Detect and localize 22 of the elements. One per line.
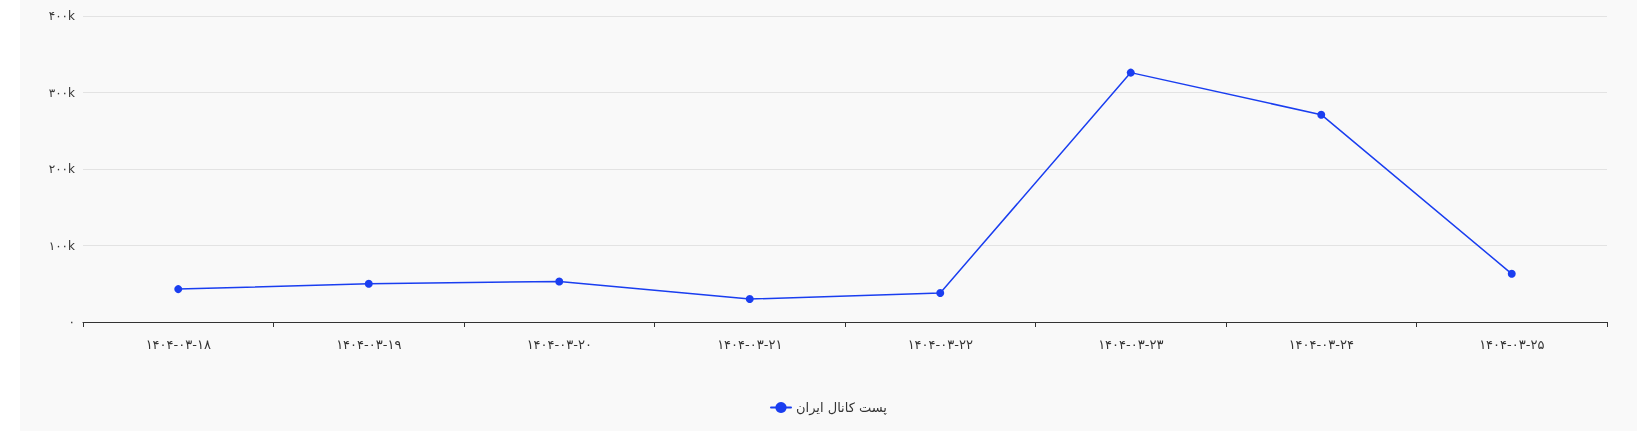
x-tick-label: ۱۴۰۴-۰۳-۲۲: [907, 337, 973, 352]
y-tick-label: ۲۰۰k: [48, 162, 76, 176]
point: [1507, 269, 1516, 278]
point: [555, 277, 564, 286]
x-tick-label: ۱۴۰۴-۰۳-۲۴: [1288, 337, 1354, 352]
point: [1126, 68, 1135, 77]
y-tick-label: ۰: [68, 315, 75, 329]
point: [364, 279, 373, 288]
point: [174, 285, 183, 294]
x-tick-label: ۱۴۰۴-۰۳-۱۸: [145, 337, 211, 352]
x-tick-label: ۱۴۰۴-۰۳-۱۹: [336, 337, 402, 352]
x-tick-label: ۱۴۰۴-۰۳-۲۵: [1479, 337, 1545, 352]
y-tick-label: ۳۰۰k: [48, 85, 76, 100]
y-tick-label: ۴۰۰k: [48, 9, 76, 23]
y-tick-label: ۱۰۰k: [48, 238, 76, 253]
point: [936, 288, 945, 297]
x-tick-label: ۱۴۰۴-۰۳-۲۳: [1098, 337, 1164, 352]
legend-label: پست کانال ایران: [796, 400, 888, 416]
x-tick-label: ۱۴۰۴-۰۳-۲۱: [717, 337, 783, 352]
point: [745, 295, 754, 304]
point: [1317, 110, 1326, 119]
x-tick-label: ۱۴۰۴-۰۳-۲۰: [526, 337, 592, 352]
